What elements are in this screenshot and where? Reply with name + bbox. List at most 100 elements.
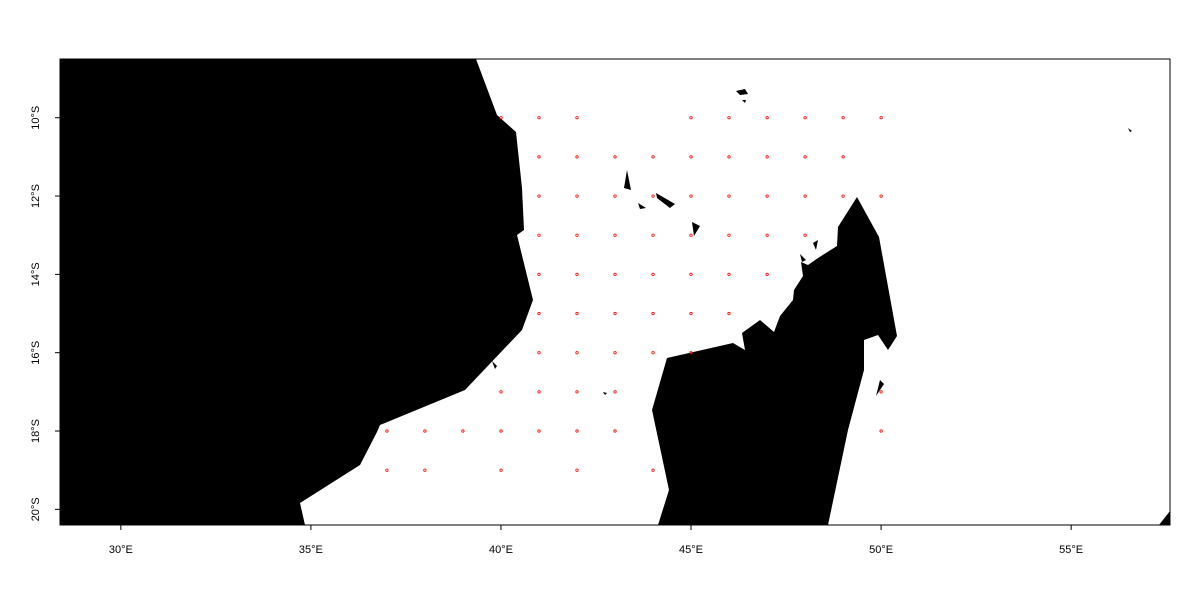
y-tick-label: 10°S — [30, 106, 42, 130]
grid-point — [537, 390, 541, 394]
grid-point — [423, 468, 427, 472]
y-axis: 10°S 12°S 14°S 16°S 18°S 20°S — [30, 106, 60, 521]
grid-point — [727, 233, 731, 237]
grid-point — [651, 233, 655, 237]
grid-point — [613, 194, 617, 198]
grid-point — [575, 272, 579, 276]
africa-mainland — [60, 59, 533, 525]
juan-de-nova-islet — [603, 392, 607, 395]
aldabra-atoll — [736, 89, 748, 95]
grid-point — [499, 116, 503, 120]
mauritius-corner — [1159, 511, 1170, 525]
mozambique-island — [492, 361, 497, 369]
grid-point — [575, 155, 579, 159]
grid-point — [651, 311, 655, 316]
grid-point — [879, 194, 883, 198]
grid-point — [613, 429, 617, 433]
grid-point — [613, 311, 617, 316]
x-axis: 30°E 35°E 40°E 45°E 50°E 55°E — [109, 525, 1083, 556]
y-tick-label: 12°S — [30, 184, 42, 208]
grid-point — [613, 272, 617, 276]
grid-point — [651, 155, 655, 159]
grid-point — [575, 233, 579, 237]
grid-point — [575, 194, 579, 198]
grid-point — [689, 351, 693, 355]
grid-point — [537, 233, 541, 237]
grid-point — [613, 155, 617, 159]
grid-point — [461, 429, 465, 433]
grid-point — [727, 116, 731, 120]
grid-point — [727, 311, 731, 316]
y-tick-label: 14°S — [30, 262, 42, 286]
grid-point — [879, 116, 883, 120]
x-tick-label: 45°E — [679, 544, 703, 556]
y-tick-label: 20°S — [30, 497, 42, 521]
nosy-be-islet — [800, 254, 806, 262]
grid-point — [499, 468, 503, 472]
grid-point — [537, 116, 541, 120]
grid-point — [651, 468, 655, 472]
grid-point — [537, 351, 541, 355]
grid-point — [765, 272, 769, 276]
grid-point — [613, 233, 617, 237]
grid-point — [803, 233, 807, 237]
grid-point — [385, 429, 389, 433]
grid-point — [689, 311, 693, 316]
grid-point — [803, 116, 807, 120]
grid-point — [537, 155, 541, 159]
grid-point — [689, 194, 693, 198]
grid-point — [841, 116, 845, 120]
grid-point — [727, 155, 731, 159]
grid-point — [423, 429, 427, 433]
grid-point — [651, 194, 655, 198]
grid-point — [689, 116, 693, 120]
grid-point — [499, 390, 503, 394]
grid-point — [727, 194, 731, 198]
x-tick-label: 55°E — [1059, 544, 1083, 556]
anjouan-island — [656, 193, 675, 208]
grid-point — [575, 390, 579, 394]
grid-point — [841, 194, 845, 198]
grid-point — [385, 468, 389, 472]
y-tick-label: 16°S — [30, 341, 42, 365]
aldabra-islet — [742, 100, 746, 103]
grid-point — [575, 429, 579, 433]
glorioso-islet — [813, 240, 818, 250]
ile-sainte-marie — [876, 380, 884, 396]
grid-point — [575, 116, 579, 120]
grid-point — [499, 429, 503, 433]
cargados-islet — [1128, 128, 1132, 132]
grid-point — [841, 155, 845, 159]
grid-point — [689, 155, 693, 159]
grid-point — [537, 429, 541, 433]
grid-point — [613, 351, 617, 355]
grid-point — [651, 272, 655, 276]
grid-point — [765, 194, 769, 198]
grid-point — [537, 272, 541, 276]
plot-area — [59, 58, 1171, 526]
grid-point — [879, 390, 883, 394]
moheli-island — [638, 203, 646, 209]
grid-point — [803, 194, 807, 198]
grid-point — [727, 272, 731, 276]
grid-point — [537, 194, 541, 198]
grande-comore-island — [624, 170, 631, 190]
grid-point — [689, 272, 693, 276]
x-tick-label: 40°E — [489, 544, 513, 556]
y-tick-label: 18°S — [30, 419, 42, 443]
grid-point — [651, 351, 655, 355]
madagascar — [652, 197, 897, 525]
x-tick-label: 35°E — [299, 544, 323, 556]
grid-points-layer — [385, 116, 883, 472]
grid-point — [537, 311, 541, 316]
grid-point — [879, 429, 883, 433]
mayotte-island — [692, 222, 700, 236]
grid-point — [765, 233, 769, 237]
grid-point — [765, 155, 769, 159]
grid-point — [689, 233, 693, 237]
x-tick-label: 50°E — [869, 544, 893, 556]
grid-point — [575, 468, 579, 472]
grid-point — [575, 311, 579, 316]
map-frame — [59, 58, 1171, 526]
